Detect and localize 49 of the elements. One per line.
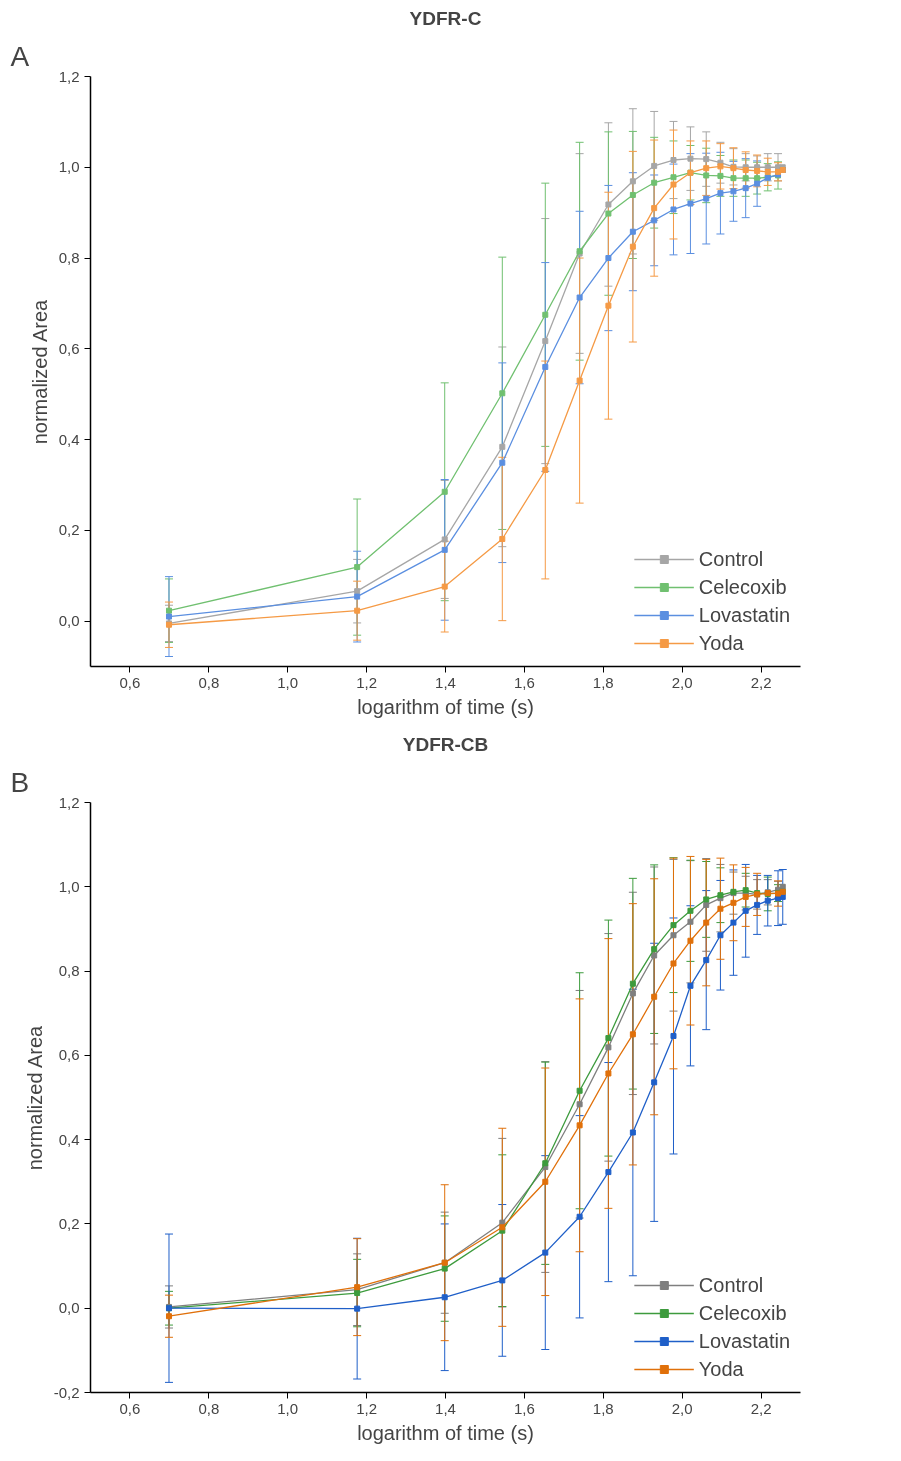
x-tick-label: 1,8 [592,1399,614,1417]
legend-label: Lovastatin [698,1328,790,1354]
chart-title: YDFR-C [409,7,482,29]
y-tick-label: 0,6 [58,339,80,357]
y-tick-label: 1,2 [58,793,80,811]
y-axis-title: normalized Area [23,1024,46,1171]
y-tick-label: -0,2 [53,1383,80,1401]
text: B [10,766,30,798]
legend-label: Celecoxib [698,1300,787,1326]
x-tick-label: 1,6 [513,673,535,691]
x-tick-label: 1,2 [356,673,378,691]
legend-label: Lovastatin [698,602,790,628]
y-tick-label: 1,0 [58,158,80,176]
x-tick-label: 1,4 [435,673,456,691]
y-tick-label: 0,0 [58,612,80,630]
x-tick-label: 0,6 [119,673,141,691]
x-tick-label: 1,2 [356,1399,378,1417]
legend-label: Control [698,546,764,572]
y-tick-label: 0,2 [58,521,80,539]
x-tick-label: 0,8 [198,673,220,691]
text: A [10,40,30,72]
y-axis-title: normalized Area [28,298,51,445]
chart-title: YDFR-CB [402,733,489,755]
x-tick-label: 0,8 [198,1399,220,1417]
x-tick-label: 2,0 [671,1399,693,1417]
y-tick-label: 0,4 [58,1130,80,1148]
y-tick-label: 0,8 [58,249,80,267]
x-tick-label: 2,0 [671,673,693,691]
legend-label: Celecoxib [698,574,787,600]
x-tick-label: 1,0 [277,1399,299,1417]
x-tick-label: 0,6 [119,1399,141,1417]
y-tick-label: 0,4 [58,430,80,448]
x-tick-label: 2,2 [750,1399,772,1417]
x-tick-label: 1,8 [592,673,614,691]
x-tick-label: 2,2 [750,673,772,691]
y-tick-label: 0,6 [58,1046,80,1064]
legend-label: Control [698,1272,764,1298]
x-tick-label: 1,0 [277,673,299,691]
y-tick-label: 1,2 [58,67,80,85]
y-tick-label: 0,0 [58,1299,80,1317]
x-axis-title: logarithm of time (s) [357,1421,534,1444]
legend-label: Yoda [698,630,744,656]
y-tick-label: 0,8 [58,962,80,980]
y-tick-label: 0,2 [58,1214,80,1232]
legend-label: Yoda [698,1356,744,1382]
x-tick-label: 1,6 [513,1399,535,1417]
x-axis-title: logarithm of time (s) [357,695,534,718]
y-tick-label: 1,0 [58,877,80,895]
x-tick-label: 1,4 [435,1399,456,1417]
